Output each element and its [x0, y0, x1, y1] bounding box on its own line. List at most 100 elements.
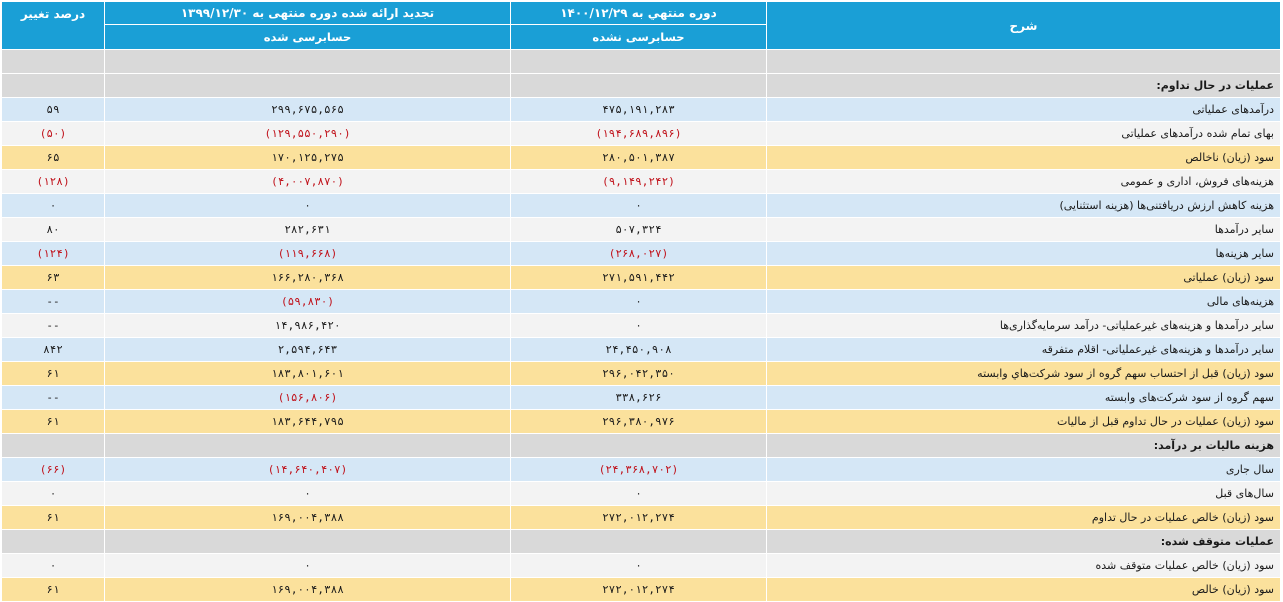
- value-current: ۰: [510, 193, 767, 218]
- value-prior: ۰: [104, 553, 511, 578]
- percent-change: ۶۱: [1, 505, 105, 530]
- value-prior: ۰: [104, 481, 511, 506]
- table-row: هزینه کاهش ارزش دریافتنی‌ها (هزینه استثن…: [1, 193, 1281, 218]
- row-label: سود (زیان) خالص عملیات در حال تداوم: [766, 505, 1281, 530]
- percent-change: --: [1, 313, 105, 338]
- percent-change: ۸۰: [1, 217, 105, 242]
- row-label: سود (زیان) قبل از احتساب سهم گروه از سود…: [766, 361, 1281, 386]
- value-prior: (۵۹,۸۳۰): [104, 289, 511, 314]
- percent-change: ۰: [1, 553, 105, 578]
- value-current: (۲۶۸,۰۲۷): [510, 241, 767, 266]
- empty-cell: [1, 433, 105, 458]
- row-label: هزینه‌های فروش، اداری و عمومی: [766, 169, 1281, 194]
- value-prior: ۲۹۹,۶۷۵,۵۶۵: [104, 97, 511, 122]
- table-row: سود (زیان) عملیات در حال تداوم قبل از ما…: [1, 409, 1281, 434]
- empty-cell: [104, 433, 511, 458]
- header-audit-prior: حسابرسی شده: [104, 24, 511, 50]
- value-current: ۲۷۱,۵۹۱,۴۴۲: [510, 265, 767, 290]
- table-row: هزینه‌های مالی ۰ (۵۹,۸۳۰) --: [1, 289, 1281, 314]
- empty-cell: [1, 529, 105, 554]
- header-audit-current: حسابرسی نشده: [510, 24, 767, 50]
- table-row: سایر درآمدها و هزینه‌های غیرعملیاتی- درآ…: [1, 313, 1281, 338]
- percent-change: ۶۵: [1, 145, 105, 170]
- empty-cell: [104, 73, 511, 98]
- value-current: (۲۴,۳۶۸,۷۰۲): [510, 457, 767, 482]
- table-body: عملیات در حال تداوم: درآمدهای عملیاتی ۴۷۵,…: [1, 49, 1281, 602]
- row-label: سود (زیان) ناخالص: [766, 145, 1281, 170]
- table-row: هزینه‌های فروش، اداری و عمومی (۹,۱۴۹,۲۴۲)…: [1, 169, 1281, 194]
- row-label: سایر درآمدها و هزینه‌های غیرعملیاتی- درآ…: [766, 313, 1281, 338]
- header-percent-change: درصد تغییر: [1, 1, 105, 50]
- value-current: ۲۹۶,۳۸۰,۹۷۶: [510, 409, 767, 434]
- percent-change: ۶۳: [1, 265, 105, 290]
- header-description: شرح: [766, 1, 1281, 50]
- percent-change: ۶۱: [1, 577, 105, 602]
- percent-change: ۸۴۲: [1, 337, 105, 362]
- value-prior: (۴,۰۰۷,۸۷۰): [104, 169, 511, 194]
- percent-change: (۱۲۸): [1, 169, 105, 194]
- table-row: درآمدهای عملیاتی ۴۷۵,۱۹۱,۲۸۳ ۲۹۹,۶۷۵,۵۶۵ ۵۹: [1, 97, 1281, 122]
- table-row: سایر درآمدها و هزینه‌های غیرعملیاتی- اقل…: [1, 337, 1281, 362]
- row-label: سایر درآمدها و هزینه‌های غیرعملیاتی- اقل…: [766, 337, 1281, 362]
- row-label: سود (زیان) خالص: [766, 577, 1281, 602]
- row-label: سال جاری: [766, 457, 1281, 482]
- value-current: ۰: [510, 289, 767, 314]
- value-prior: ۲۸۲,۶۳۱: [104, 217, 511, 242]
- table-row: سود (زیان) خالص عملیات در حال تداوم ۲۷۲,۰…: [1, 505, 1281, 530]
- value-prior: ۲,۵۹۴,۶۴۳: [104, 337, 511, 362]
- table-row: سال‌های قبل ۰ ۰ ۰: [1, 481, 1281, 506]
- percent-change: --: [1, 289, 105, 314]
- value-current: ۲۸۰,۵۰۱,۳۸۷: [510, 145, 767, 170]
- header-period-prior: تجدید ارائه شده دوره منتهی به ۱۳۹۹/۱۲/۳۰: [104, 1, 511, 25]
- value-current: ۲۹۶,۰۴۲,۳۵۰: [510, 361, 767, 386]
- value-current: ۲۷۲,۰۱۲,۲۷۴: [510, 505, 767, 530]
- section-label: هزینه مالیات بر درآمد:: [766, 433, 1281, 458]
- value-prior: ۱۶۹,۰۰۴,۳۸۸: [104, 577, 511, 602]
- percent-change: (۶۶): [1, 457, 105, 482]
- value-current: ۵۰۷,۳۲۴: [510, 217, 767, 242]
- table-row: سود (زیان) خالص عملیات متوقف شده ۰ ۰ ۰: [1, 553, 1281, 578]
- empty-cell: [510, 73, 767, 98]
- section-row: هزینه مالیات بر درآمد:: [1, 433, 1281, 458]
- value-current: (۱۹۴,۶۸۹,۸۹۶): [510, 121, 767, 146]
- value-prior: ۱۶۹,۰۰۴,۳۸۸: [104, 505, 511, 530]
- section-label: [766, 49, 1281, 74]
- table-row: سایر درآمدها ۵۰۷,۳۲۴ ۲۸۲,۶۳۱ ۸۰: [1, 217, 1281, 242]
- row-label: سود (زیان) عملیاتی: [766, 265, 1281, 290]
- empty-cell: [1, 73, 105, 98]
- percent-change: ۶۱: [1, 409, 105, 434]
- row-label: سایر درآمدها: [766, 217, 1281, 242]
- value-prior: (۱۲۹,۵۵۰,۲۹۰): [104, 121, 511, 146]
- section-row: عملیات در حال تداوم:: [1, 73, 1281, 98]
- row-label: سود (زیان) خالص عملیات متوقف شده: [766, 553, 1281, 578]
- row-label: هزینه‌های مالی: [766, 289, 1281, 314]
- row-label: سهم گروه از سود شرکت‌های وابسته: [766, 385, 1281, 410]
- empty-cell: [104, 529, 511, 554]
- empty-cell: [104, 49, 511, 74]
- section-label: عملیات در حال تداوم:: [766, 73, 1281, 98]
- row-label: سود (زیان) عملیات در حال تداوم قبل از ما…: [766, 409, 1281, 434]
- section-row: [1, 49, 1281, 74]
- value-prior: (۱۵۶,۸۰۶): [104, 385, 511, 410]
- percent-change: ۰: [1, 481, 105, 506]
- empty-cell: [510, 433, 767, 458]
- percent-change: ۶۱: [1, 361, 105, 386]
- row-label: هزینه کاهش ارزش دریافتنی‌ها (هزینه استثن…: [766, 193, 1281, 218]
- value-current: ۲۴,۴۵۰,۹۰۸: [510, 337, 767, 362]
- value-prior: ۱۸۳,۶۴۴,۷۹۵: [104, 409, 511, 434]
- table-row: سود (زیان) عملیاتی ۲۷۱,۵۹۱,۴۴۲ ۱۶۶,۲۸۰,۳۶۸…: [1, 265, 1281, 290]
- empty-cell: [510, 529, 767, 554]
- table-row: بهای تمام شده درآمدهای عملیاتی (۱۹۴,۶۸۹,۸…: [1, 121, 1281, 146]
- value-current: ۲۷۲,۰۱۲,۲۷۴: [510, 577, 767, 602]
- section-label: عملیات متوقف شده:: [766, 529, 1281, 554]
- value-prior: ۱۴,۹۸۶,۴۲۰: [104, 313, 511, 338]
- value-current: ۴۷۵,۱۹۱,۲۸۳: [510, 97, 767, 122]
- row-label: درآمدهای عملیاتی: [766, 97, 1281, 122]
- value-prior: (۱۱۹,۶۶۸): [104, 241, 511, 266]
- percent-change: ۰: [1, 193, 105, 218]
- section-row: عملیات متوقف شده:: [1, 529, 1281, 554]
- empty-cell: [510, 49, 767, 74]
- header-period-current: دوره منتهي به ۱۴۰۰/۱۲/۲۹: [510, 1, 767, 25]
- table-row: سود (زیان) خالص ۲۷۲,۰۱۲,۲۷۴ ۱۶۹,۰۰۴,۳۸۸ ۶۱: [1, 577, 1281, 602]
